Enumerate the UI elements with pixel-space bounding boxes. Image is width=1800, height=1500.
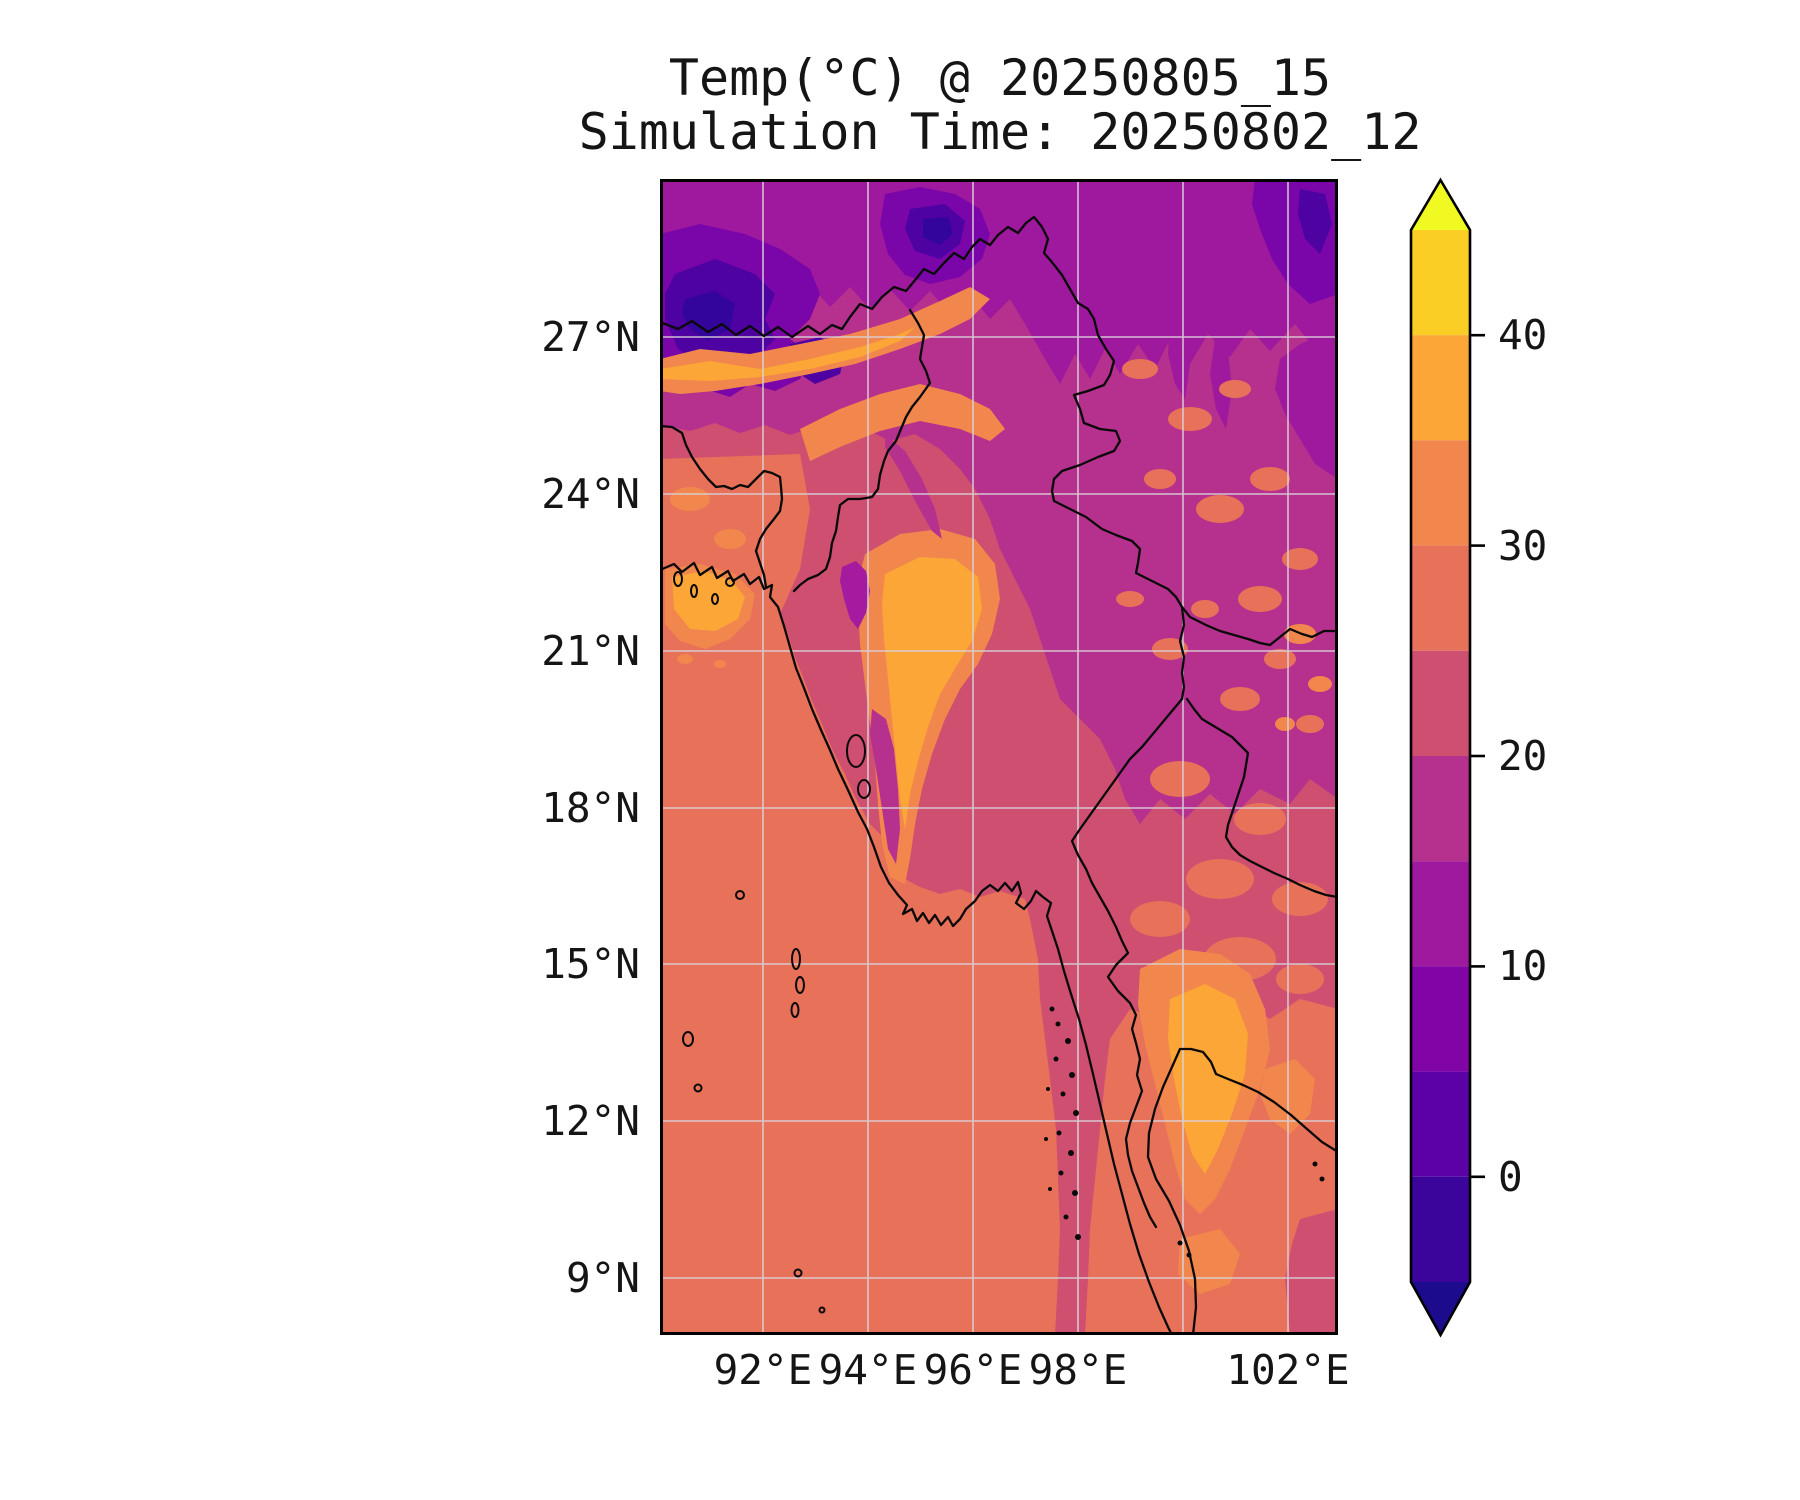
lat-tick-27n: 27°N (541, 313, 640, 361)
coastline-gulf (1146, 1047, 1338, 1335)
islands (673, 571, 1325, 1314)
border-golden-triangle (1178, 605, 1186, 701)
lon-tick-96e: 96°E (923, 1346, 1023, 1394)
contour-fills (660, 179, 1338, 1335)
plot-title-line2: Simulation Time: 20250802_12 (578, 103, 1422, 161)
border-india-myanmar (792, 308, 932, 593)
map-gridlines (660, 179, 1338, 1335)
lat-tick-15n: 15°N (541, 940, 640, 988)
colorbar-tickmarks (1470, 333, 1485, 1179)
temperature-map (660, 179, 1338, 1335)
colorbar (1409, 177, 1485, 1338)
cbar-tick-30: 30 (1498, 522, 1548, 570)
map-frame (660, 179, 1338, 1335)
lon-tick-92e: 92°E (713, 1346, 813, 1394)
border-bangladesh-spur (754, 549, 768, 589)
border-laos (1185, 697, 1338, 899)
colorbar-segments (1411, 180, 1470, 1335)
cbar-tick-0: 0 (1498, 1153, 1523, 1201)
coastline-borders (660, 215, 1338, 1335)
cbar-tick-20: 20 (1498, 732, 1548, 780)
lat-tick-9n: 9°N (565, 1254, 640, 1302)
plot-title-line1: Temp(°C) @ 20250805_15 (668, 49, 1332, 107)
lat-tick-24n: 24°N (541, 470, 640, 518)
colorbar-outline (1409, 177, 1472, 1338)
border-himalaya-china (660, 215, 1338, 647)
lon-tick-102e: 102°E (1226, 1346, 1350, 1394)
cbar-tick-40: 40 (1498, 311, 1548, 359)
lat-tick-12n: 12°N (541, 1097, 640, 1145)
border-thai-myanmar (1070, 697, 1184, 1229)
border-bangladesh (660, 424, 784, 553)
lon-tick-94e: 94°E (818, 1346, 918, 1394)
lat-tick-18n: 18°N (541, 784, 640, 832)
lon-tick-98e: 98°E (1028, 1346, 1128, 1394)
lat-tick-21n: 21°N (541, 627, 640, 675)
cbar-tick-10: 10 (1498, 942, 1548, 990)
